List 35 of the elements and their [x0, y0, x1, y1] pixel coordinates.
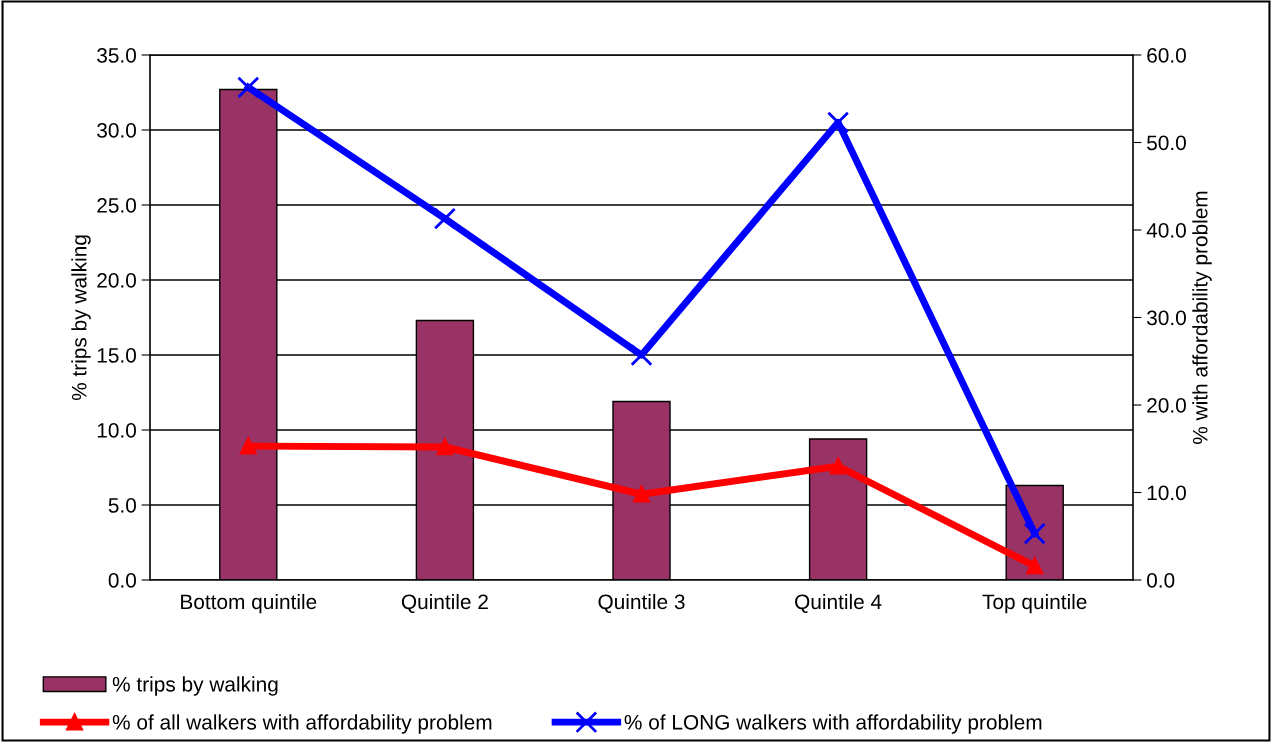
y-tick-label: 35.0 — [97, 48, 136, 63]
y2-tick-label: 0.0 — [1147, 573, 1175, 588]
x-tick-label: Quintile 4 — [795, 593, 882, 613]
point — [436, 438, 454, 456]
point — [829, 457, 847, 475]
point — [633, 485, 650, 503]
y2-tick-label: 30.0 — [1146, 310, 1186, 326]
x-tick-label: Quintile 2 — [401, 593, 488, 613]
point — [826, 111, 850, 134]
point — [1023, 522, 1046, 545]
legend-label: % trips by walking — [112, 676, 278, 696]
y-axis-title: % trips by walking — [71, 235, 91, 401]
point — [237, 76, 260, 99]
y2-tick-label: 20.0 — [1147, 398, 1186, 413]
y-tick-label: 20.0 — [97, 273, 136, 288]
point — [239, 437, 257, 455]
point — [630, 344, 653, 367]
y-tick-label: 0.0 — [108, 573, 136, 588]
y2-tick-label: 50.0 — [1147, 135, 1186, 151]
y2-axis-title: % with affordability problem — [1192, 191, 1212, 444]
y-tick-label: 5.0 — [108, 498, 136, 513]
x-tick-label: Bottom quintile — [181, 593, 317, 614]
y-tick-label: 25.0 — [97, 198, 136, 213]
y-tick-label: 30.0 — [97, 123, 136, 138]
x-tick-label: Top quintile — [982, 593, 1087, 614]
y-tick-label: 10.0 — [97, 423, 136, 438]
legend-label: % of all walkers with affordability problem — [112, 714, 492, 734]
y-tick-label: 15.0 — [97, 348, 136, 363]
point — [433, 207, 457, 230]
point — [1026, 557, 1044, 575]
x-tick-label: Quintile 3 — [598, 593, 685, 613]
y2-tick-label: 60.0 — [1147, 48, 1186, 63]
legend-label: % of LONG walkers with affordability problem — [624, 714, 1042, 734]
y2-tick-label: 40.0 — [1146, 223, 1186, 238]
y2-tick-label: 10.0 — [1147, 485, 1186, 501]
